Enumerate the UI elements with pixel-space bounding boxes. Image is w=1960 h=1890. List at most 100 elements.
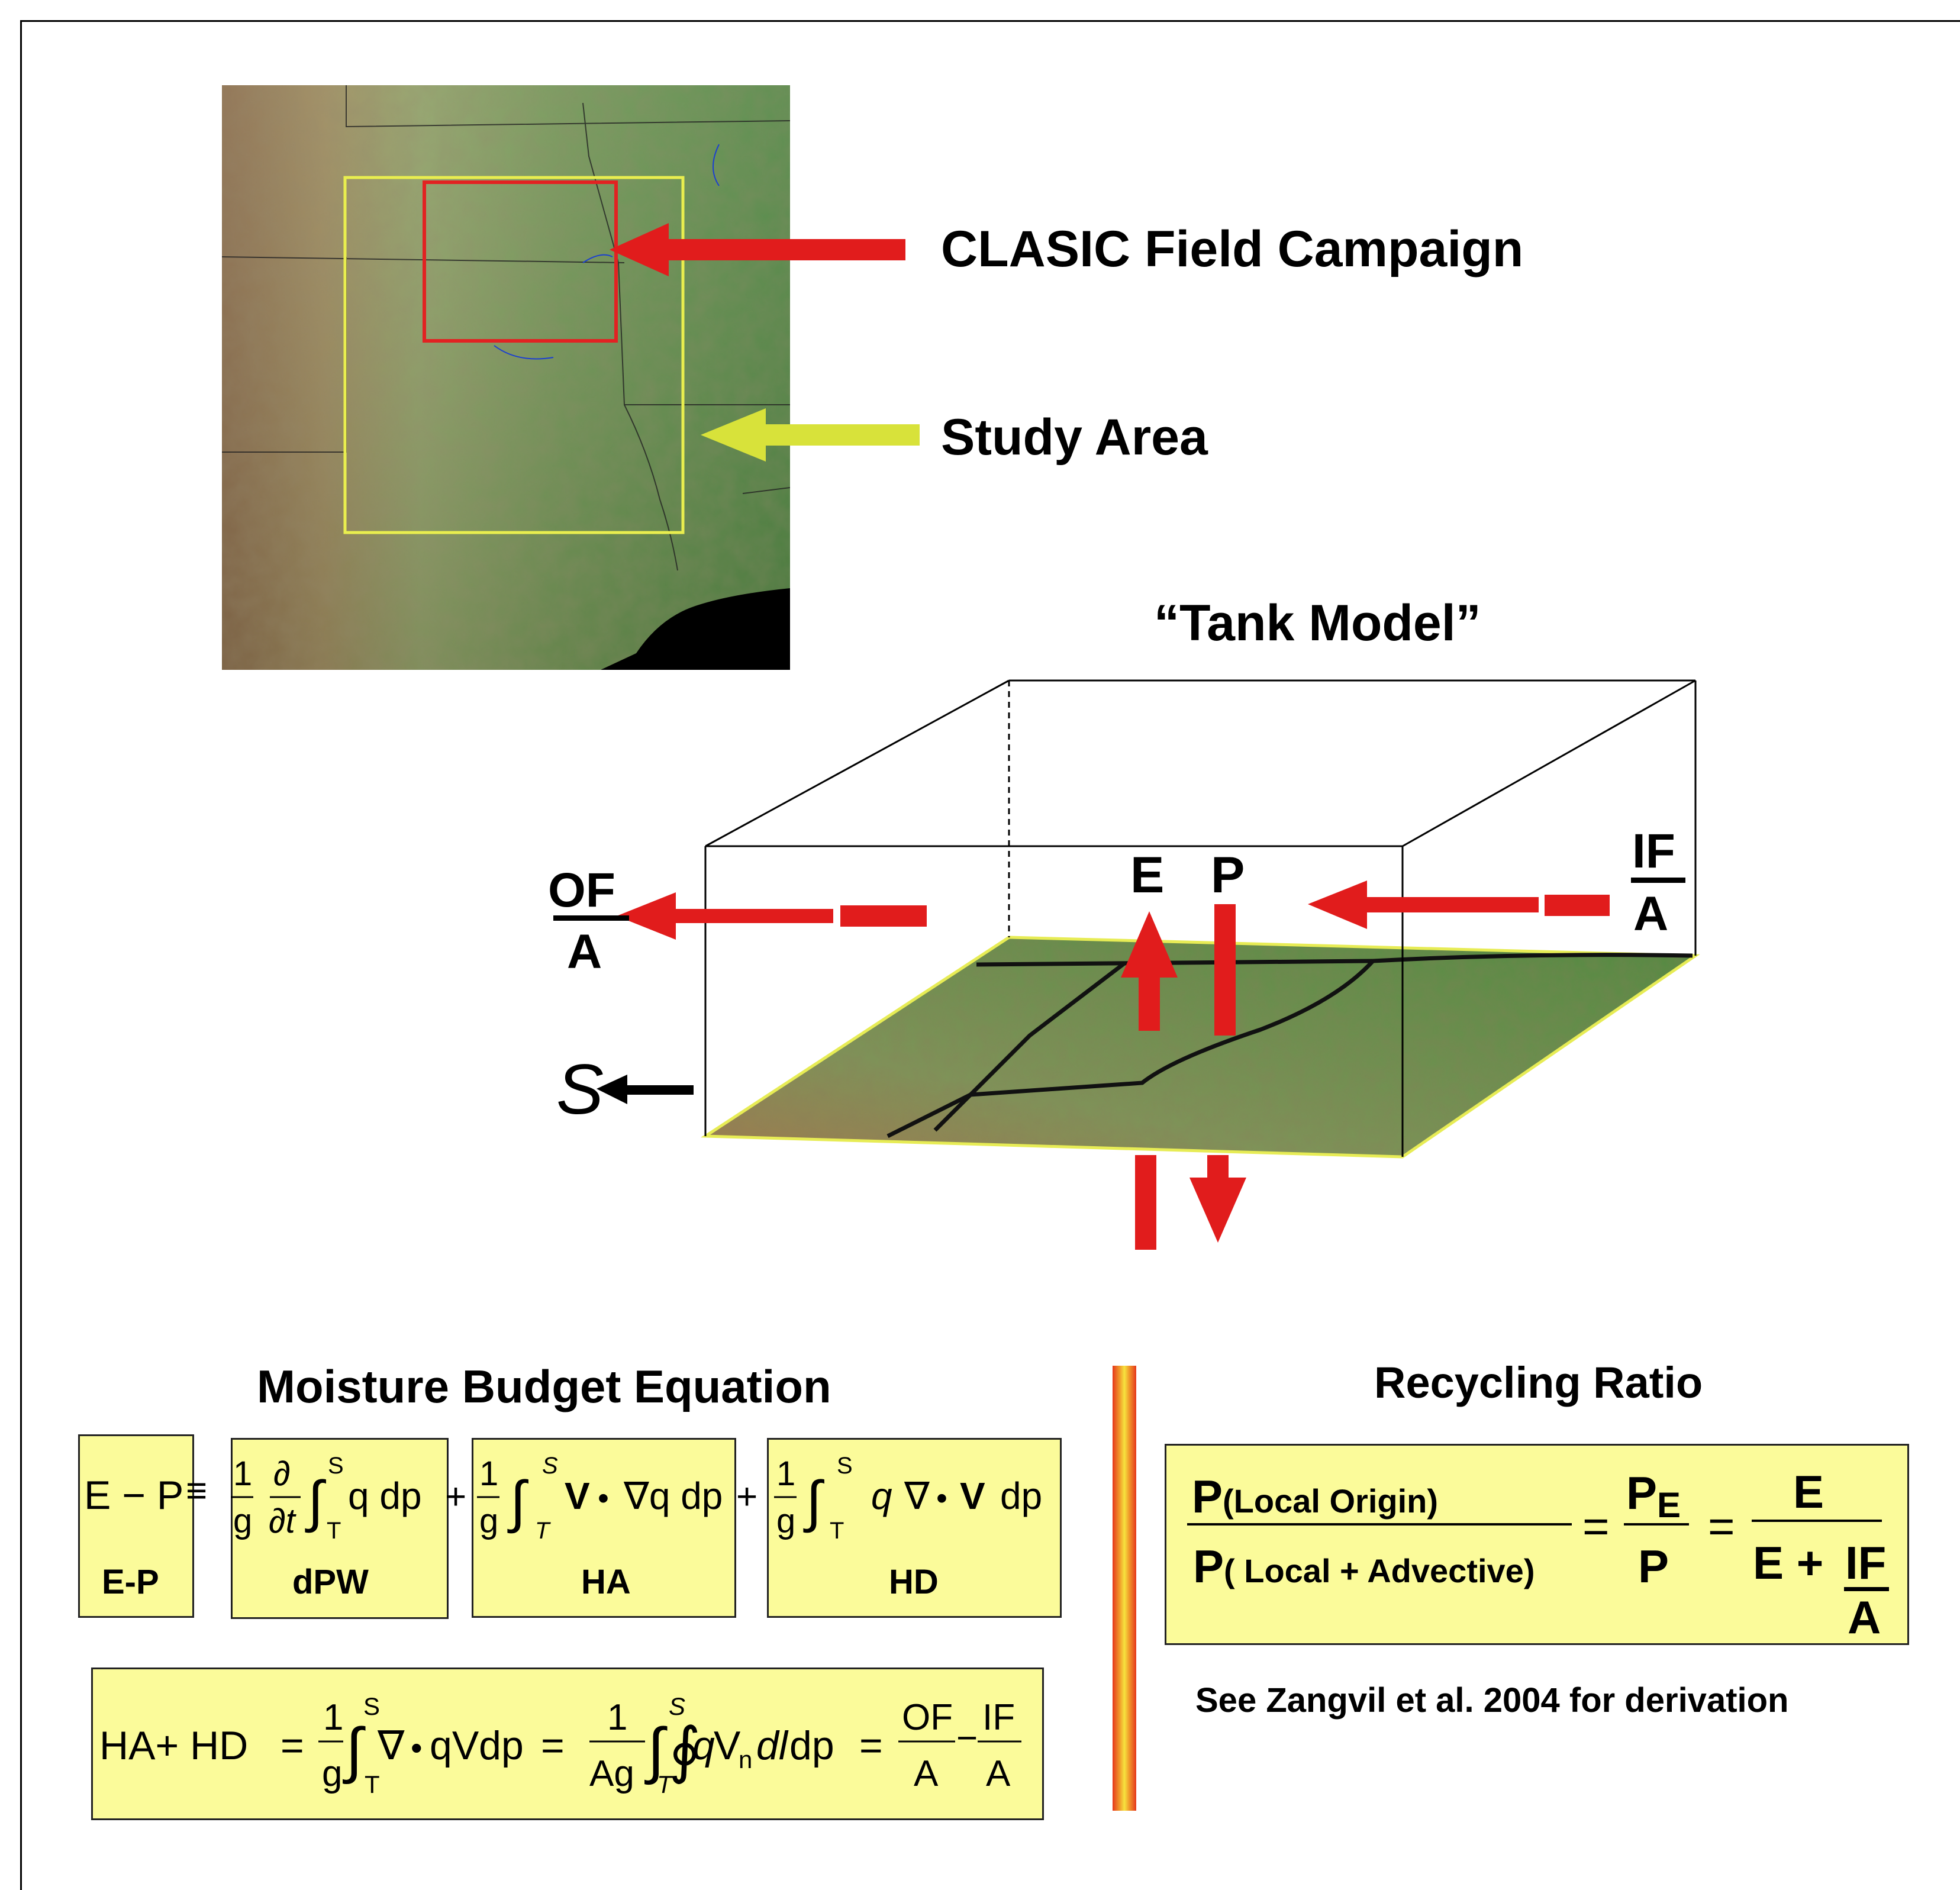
moisture-budget-equation: E − P ≡ 1 g ∂ ∂t ∫ S T q dp + 1 g ∫ S T …	[84, 1453, 1042, 1544]
svg-text:=: =	[859, 1723, 883, 1768]
tank-model-diagram: S	[556, 679, 1700, 1250]
svg-text:•: •	[936, 1481, 947, 1516]
ratio-fraction-bar-1	[1187, 1523, 1572, 1525]
tank-model-title: “Tank Model”	[1154, 595, 1481, 651]
svg-text:1: 1	[323, 1697, 343, 1738]
denominator-subscript: ( Local + Advective)	[1224, 1552, 1535, 1589]
of-numerator: OF	[548, 863, 615, 917]
svg-text:≡: ≡	[186, 1470, 207, 1511]
ha-hd-equation-box	[91, 1668, 1044, 1820]
svg-text:dp: dp	[1000, 1475, 1042, 1517]
svg-text:=: =	[541, 1723, 565, 1768]
svg-text:g: g	[233, 1502, 252, 1540]
if-fraction-bar	[1631, 878, 1685, 883]
svg-text:1: 1	[776, 1454, 795, 1493]
svg-text:V: V	[714, 1723, 741, 1768]
ratio-fraction-bar-2	[1624, 1523, 1689, 1525]
svg-text:S: S	[542, 1453, 558, 1479]
svg-text:∫: ∫	[507, 1470, 528, 1534]
ratio-fraction-bar-3	[1752, 1520, 1882, 1522]
svg-text:+: +	[736, 1476, 757, 1517]
section-divider	[1113, 1366, 1136, 1811]
svg-text:∇q dp: ∇q dp	[623, 1475, 723, 1517]
svg-text:T: T	[327, 1518, 341, 1544]
ratio-denominator: P( Local + Advective)	[1193, 1540, 1535, 1594]
e-label: E	[1130, 847, 1165, 904]
terrain-map	[222, 85, 790, 670]
study-area-arrow	[701, 408, 920, 462]
svg-text:−: −	[956, 1718, 978, 1759]
if-denominator: A	[1633, 887, 1669, 941]
svg-text:qVdp: qVdp	[430, 1723, 524, 1768]
moisture-budget-title: Moisture Budget Equation	[257, 1360, 831, 1412]
svg-text:∫: ∫	[644, 1716, 668, 1785]
figure-frame	[20, 20, 1960, 1890]
study-area-label: Study Area	[941, 409, 1208, 466]
equals-sign-2: =	[1708, 1500, 1735, 1552]
p-label: P	[1211, 847, 1245, 904]
ep-label: E-P	[102, 1563, 159, 1601]
derivation-footnote: See Zangvil et al. 2004 for derivation	[1195, 1681, 1789, 1720]
campaign-arrow	[610, 223, 905, 276]
recycling-ratio-title: Recycling Ratio	[1374, 1358, 1703, 1407]
svg-text:+: +	[445, 1476, 466, 1517]
of-fraction-bar	[553, 915, 629, 921]
if-numerator: IF	[1632, 824, 1675, 878]
svg-text:g: g	[479, 1502, 498, 1540]
svg-text:E − P: E − P	[84, 1473, 183, 1518]
e-plus-denominator: E +	[1753, 1537, 1836, 1589]
svg-text:∫: ∫	[305, 1470, 326, 1533]
svg-text:q: q	[692, 1723, 715, 1768]
recycling-ratio-box	[1165, 1444, 1909, 1645]
ep-term-box	[78, 1434, 194, 1618]
svg-text:dp: dp	[789, 1723, 834, 1768]
svg-text:∇: ∇	[904, 1475, 930, 1517]
svg-text:OF: OF	[902, 1697, 953, 1738]
svg-text:q dp: q dp	[348, 1475, 422, 1517]
svg-text:S: S	[328, 1453, 344, 1479]
svg-text:•: •	[411, 1729, 423, 1766]
svg-text:HA+ HD: HA+ HD	[99, 1723, 248, 1768]
ha-hd-equation: HA+ HD = 1 g ∫ S T ∇ • qVdp = 1 Ag ∫ S T…	[99, 1692, 1021, 1798]
svg-text:Ag: Ag	[589, 1753, 634, 1794]
ratio-if-bar	[1844, 1587, 1889, 1591]
pe-subscript: E	[1657, 1485, 1681, 1525]
svg-text:T: T	[830, 1518, 844, 1544]
svg-text:∫: ∫	[803, 1470, 824, 1533]
svg-text:dl: dl	[756, 1723, 789, 1768]
svg-text:∮: ∮	[669, 1716, 701, 1785]
ratio-if-denominator: A	[1848, 1591, 1881, 1643]
pe-p: P	[1626, 1467, 1658, 1519]
of-denominator: A	[567, 925, 602, 979]
svg-text:IF: IF	[982, 1697, 1015, 1738]
svg-text:1: 1	[479, 1454, 498, 1493]
svg-text:∂t: ∂t	[269, 1502, 297, 1540]
ratio-numerator: P(Local Origin)	[1192, 1470, 1438, 1524]
svg-text:∂: ∂	[273, 1454, 291, 1493]
svg-text:1: 1	[233, 1454, 252, 1493]
svg-text:T: T	[535, 1518, 551, 1544]
svg-text:g: g	[322, 1753, 342, 1794]
p-denominator: P	[1638, 1540, 1669, 1592]
svg-text:V: V	[960, 1475, 985, 1517]
numerator-p: P	[1192, 1470, 1223, 1523]
ratio-if-numerator: IF	[1845, 1537, 1887, 1589]
storage-symbol: S	[556, 1050, 604, 1129]
svg-text:A: A	[914, 1753, 939, 1794]
svg-text:T: T	[657, 1770, 674, 1798]
svg-text:S: S	[363, 1692, 380, 1720]
ha-label: HA	[581, 1563, 631, 1601]
dpw-term-box	[231, 1438, 449, 1619]
numerator-subscript: (Local Origin)	[1223, 1482, 1439, 1520]
e-numerator: E	[1793, 1466, 1824, 1518]
svg-text:V: V	[565, 1475, 590, 1517]
svg-text:=: =	[281, 1723, 304, 1768]
campaign-label: CLASIC Field Campaign	[941, 221, 1524, 278]
pe-numerator: PE	[1626, 1466, 1681, 1525]
svg-text:T: T	[365, 1770, 380, 1798]
svg-text:g: g	[776, 1502, 795, 1540]
ha-term-box	[472, 1438, 736, 1618]
svg-text:∫: ∫	[343, 1716, 366, 1785]
svg-text:A: A	[986, 1753, 1011, 1794]
hd-label: HD	[889, 1563, 939, 1601]
